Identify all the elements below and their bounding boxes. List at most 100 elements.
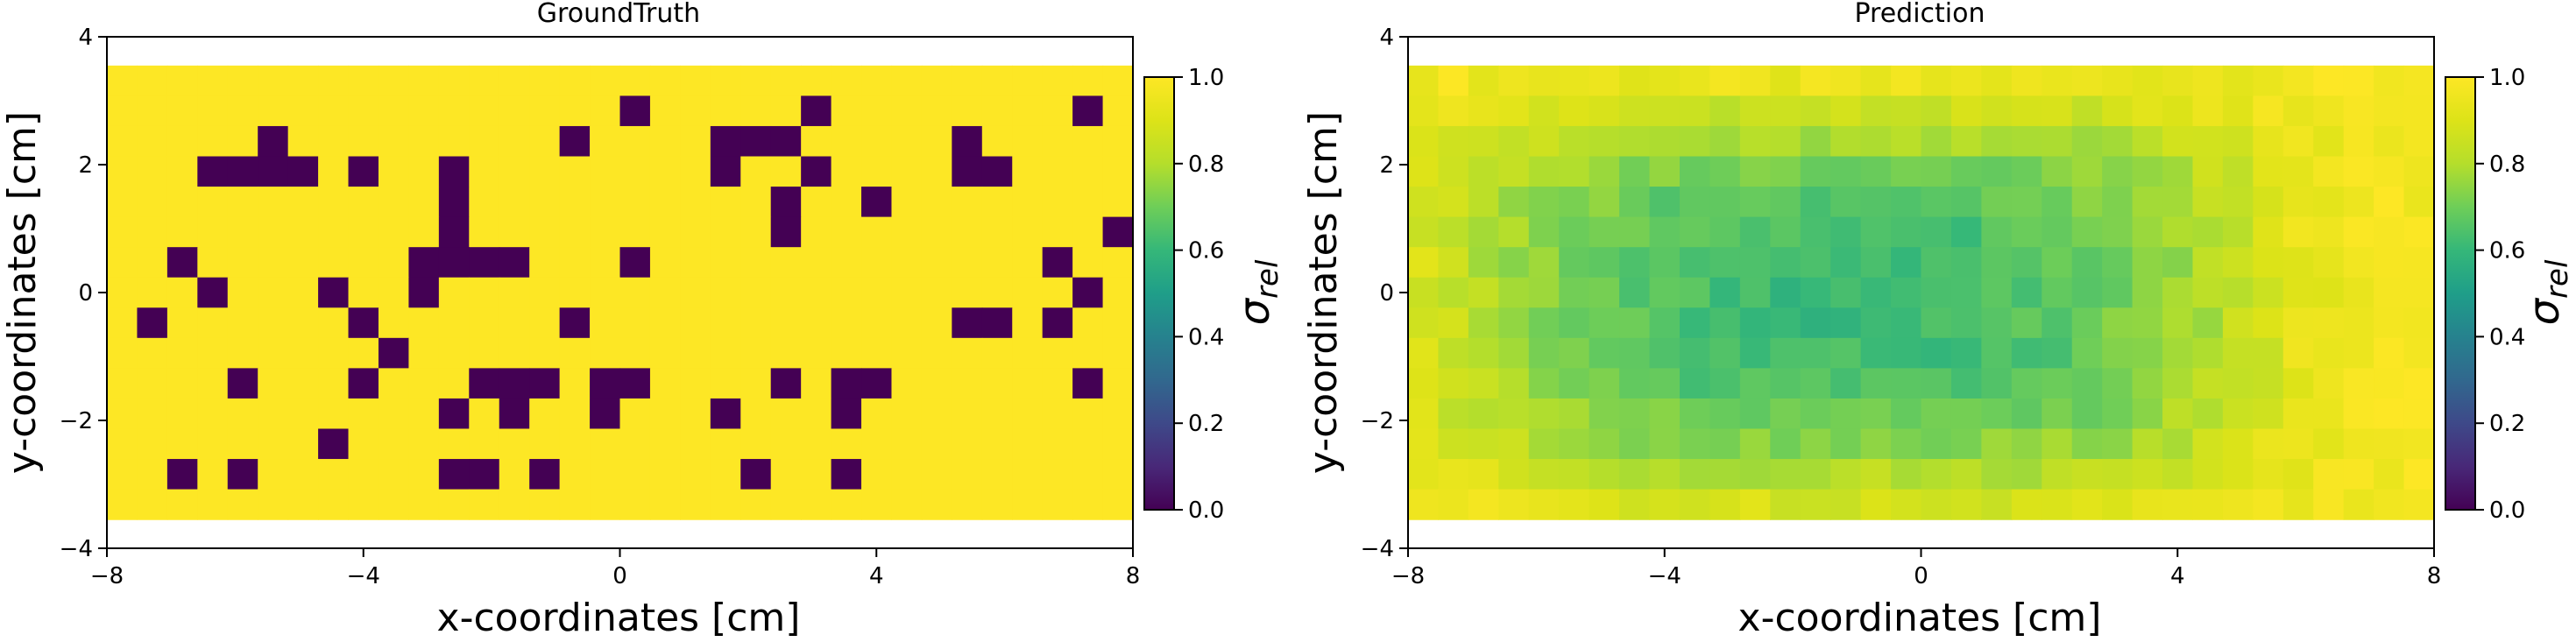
- heatmap-cell: [952, 247, 983, 279]
- heatmap-cell: [318, 459, 350, 490]
- heatmap-cell: [137, 307, 168, 339]
- heatmap-cell: [438, 307, 470, 339]
- heatmap-cell: [921, 65, 952, 96]
- heatmap-cell: [227, 65, 258, 96]
- heatmap-cell: [137, 368, 168, 399]
- heatmap-cell: [1408, 277, 1440, 308]
- y-tick-label: −2: [60, 408, 93, 434]
- heatmap-cell: [258, 247, 289, 279]
- heatmap-cell: [1739, 398, 1771, 430]
- heatmap-cell: [348, 247, 379, 279]
- heatmap-cell: [891, 428, 923, 460]
- heatmap-cell: [2222, 459, 2254, 490]
- colorbar-tick-label: 0.2: [2489, 411, 2525, 437]
- heatmap-cell: [559, 125, 591, 158]
- heatmap-cell: [2132, 216, 2163, 248]
- heatmap-cell: [1649, 307, 1681, 339]
- heatmap-cell: [2042, 398, 2073, 430]
- heatmap-cell: [1042, 95, 1073, 127]
- heatmap-cell: [1649, 428, 1681, 460]
- heatmap-cell: [1950, 277, 1982, 308]
- chart-title: GroundTruth: [537, 0, 700, 29]
- colorbar-label: σrel: [1230, 259, 1285, 325]
- heatmap-cell: [1619, 187, 1651, 218]
- heatmap-cell: [2011, 307, 2042, 339]
- heatmap-cell: [740, 398, 772, 430]
- heatmap-cell: [801, 95, 832, 127]
- heatmap-cell: [1498, 459, 1530, 490]
- heatmap-cell: [891, 489, 923, 520]
- heatmap-cell: [861, 489, 893, 520]
- heatmap-cell: [981, 216, 1013, 248]
- heatmap-cell: [529, 398, 561, 430]
- heatmap-cell: [770, 216, 802, 248]
- heatmap-cell: [137, 398, 168, 430]
- heatmap-cell: [2102, 337, 2134, 369]
- heatmap-cell: [861, 125, 893, 158]
- heatmap-cell: [770, 368, 802, 399]
- heatmap-cell: [258, 489, 289, 520]
- heatmap-cell: [1649, 187, 1681, 218]
- heatmap-cell: [258, 368, 289, 399]
- heatmap-cell: [861, 428, 893, 460]
- heatmap-cell: [1921, 307, 1952, 339]
- heatmap-cell: [891, 216, 923, 248]
- heatmap-cell: [166, 489, 198, 520]
- heatmap-cell: [1649, 277, 1681, 308]
- heatmap-cell: [197, 489, 229, 520]
- heatmap-cell: [619, 65, 651, 96]
- heatmap-cell: [1709, 398, 1741, 430]
- heatmap-cell: [197, 187, 229, 218]
- heatmap-cell: [2162, 95, 2194, 127]
- heatmap-cell: [1102, 247, 1134, 279]
- heatmap-cell: [1709, 125, 1741, 158]
- heatmap-cell: [2132, 65, 2163, 96]
- heatmap-cell: [227, 307, 258, 339]
- heatmap-cell: [1528, 307, 1560, 339]
- heatmap-cell: [952, 489, 983, 520]
- heatmap-cell: [1102, 489, 1134, 520]
- heatmap-cell: [1559, 337, 1590, 369]
- heatmap-cell: [1072, 459, 1104, 490]
- heatmap-cell: [590, 65, 621, 96]
- heatmap-cell: [770, 398, 802, 430]
- heatmap-cell: [408, 95, 440, 127]
- heatmap-cell: [1408, 247, 1440, 279]
- heatmap-cell: [2132, 398, 2163, 430]
- heatmap-cell: [1438, 489, 1469, 520]
- heatmap-cell: [1408, 65, 1440, 96]
- y-axis-label: y-coordinates [cm]: [1301, 111, 1346, 474]
- heatmap-cell: [1438, 65, 1469, 96]
- heatmap-cell: [1589, 125, 1620, 158]
- heatmap-cell: [619, 125, 651, 158]
- heatmap-cell: [2071, 489, 2103, 520]
- heatmap-cell: [2253, 65, 2284, 96]
- heatmap-cell: [2011, 459, 2042, 490]
- heatmap-cell: [438, 187, 470, 218]
- heatmap-cell: [2374, 307, 2405, 339]
- heatmap-cell: [438, 125, 470, 158]
- heatmap-cell: [952, 95, 983, 127]
- heatmap-cell: [1528, 398, 1560, 430]
- heatmap-cell: [619, 459, 651, 490]
- heatmap-cell: [469, 307, 500, 339]
- heatmap-cell: [1408, 125, 1440, 158]
- heatmap-cell: [1739, 459, 1771, 490]
- heatmap-cell: [1102, 459, 1134, 490]
- heatmap-cell: [499, 307, 530, 339]
- heatmap-cell: [1559, 398, 1590, 430]
- heatmap-cell: [590, 156, 621, 187]
- heatmap-cell: [1981, 307, 2013, 339]
- heatmap-cell: [891, 398, 923, 430]
- heatmap-cell: [1649, 65, 1681, 96]
- heatmap-cell: [348, 459, 379, 490]
- heatmap-cell: [2042, 337, 2073, 369]
- heatmap-cell: [137, 489, 168, 520]
- heatmap-cell: [287, 368, 319, 399]
- heatmap-cell: [590, 187, 621, 218]
- heatmap-cell: [559, 247, 591, 279]
- heatmap-cell: [1559, 247, 1590, 279]
- heatmap-cell: [318, 95, 350, 127]
- heatmap-cell: [740, 187, 772, 218]
- heatmap-cell: [2403, 95, 2435, 127]
